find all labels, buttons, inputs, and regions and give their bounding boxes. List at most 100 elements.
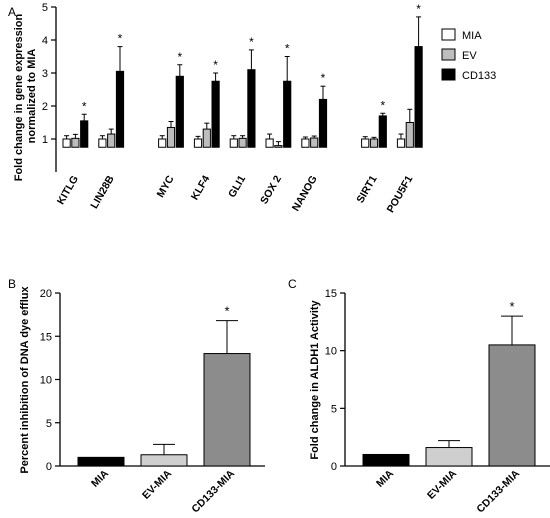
panel-a-bar (283, 80, 292, 148)
panel-a-significance-marker: * (82, 99, 87, 113)
panel-a-gene-expression-chart: A 1 2 3 4 5 Fold change in gene expression n… (8, 2, 496, 215)
panel-a-bar (175, 75, 184, 148)
panel-b-x-tick-labels: MIA EV-MIA CD133-MIA (89, 467, 237, 515)
panel-a-bar (98, 138, 107, 148)
panel-a-significance-marker: * (249, 35, 254, 49)
panel-a-significance-marker: * (285, 42, 290, 56)
panel-a-significance-marker: * (380, 98, 385, 112)
panel-b-bar (140, 454, 188, 467)
panel-b-y-tick-label: 15 (40, 331, 52, 343)
panel-a-bar (369, 138, 379, 148)
panel-a-y-tick-label: 4 (42, 35, 48, 47)
panel-a-bar (274, 145, 283, 148)
panel-a-legend-swatch (441, 68, 456, 81)
panel-a-x-tick-label: LIN28B (88, 173, 117, 211)
panel-a-x-tick-label: SOX 2 (258, 173, 284, 206)
panel-b-dna-dye-efflux-chart: B 0 5 10 15 20 Percent inhibition of DNA dye… (8, 277, 265, 515)
panel-c-y-tick-label: 10 (325, 346, 337, 358)
panel-a-bar (193, 138, 203, 148)
panel-a-x-tick-label: SIRT1 (354, 173, 379, 205)
panel-a-bars: * * * * * * * * * (62, 2, 423, 148)
panel-b-y-ticks: 0 5 10 15 20 (40, 288, 60, 473)
panel-a-x-tick-labels: KITLG LIN28B MYC KLF4 GLI1 SOX 2 NANOG SIRT1 POU… (55, 173, 416, 215)
panel-b-significance-marker: * (224, 304, 229, 319)
panel-c-y-tick-label: 0 (331, 461, 337, 473)
panel-b-bar (77, 456, 125, 467)
panel-a-bar (71, 137, 80, 148)
panel-b-x-tick-label: EV-MIA (140, 467, 174, 501)
panel-a-y-tick-label: 3 (42, 68, 48, 80)
panel-a-bar (318, 98, 328, 148)
panel-b-y-axis-label: Percent inhibition of DNA dye efflux (19, 286, 31, 474)
panel-b-bar (203, 353, 251, 467)
panel-b-y-tick-label: 5 (46, 418, 52, 430)
panel-a-y-ticks: 1 2 3 4 5 (42, 2, 56, 146)
panel-a-y-axis-label: Fold change in gene expression normalize… (13, 11, 38, 182)
panel-b-y-tick-label: 10 (40, 375, 52, 387)
panel-b-x-tick-label: MIA (89, 467, 111, 489)
panel-a-y-tick-label: 2 (42, 101, 48, 113)
panel-a-significance-marker: * (177, 50, 182, 64)
panel-c-x-tick-label: MIA (374, 467, 396, 489)
panel-a-significance-marker: * (416, 2, 421, 16)
panel-c-bar (488, 344, 536, 467)
panel-c-x-tick-label: CD133-MIA (474, 467, 522, 515)
panel-a-bar (202, 128, 211, 148)
panel-b-bars: * (77, 304, 251, 467)
panel-a-x-tick-label: MYC (155, 173, 177, 200)
panel-a-bar (238, 137, 247, 148)
panel-a-significance-marker: * (321, 71, 326, 85)
panel-a-legend: MIA EV CD133 (441, 28, 496, 82)
panel-a-legend-swatch (441, 48, 456, 61)
panel-a-bar (301, 138, 310, 148)
panel-a-y-tick-label: 5 (42, 2, 48, 14)
panel-a-legend-swatch (441, 28, 456, 41)
panel-a-bar (211, 80, 220, 148)
panel-c-y-ticks: 0 5 10 15 (325, 288, 345, 473)
panel-a-x-tick-label: KITLG (55, 174, 81, 207)
panel-a-x-tick-label: POU5F1 (385, 173, 416, 215)
panel-a-x-tick-label: KLF4 (189, 173, 213, 202)
panel-a-bar (80, 120, 89, 148)
panel-a-bar (158, 138, 167, 148)
panel-a-legend-label: MIA (462, 30, 482, 42)
panel-a-significance-marker: * (213, 58, 218, 72)
panel-a-y-axis-label-line-2: normalized to MIA (26, 49, 38, 144)
panel-a-legend-label: CD133 (462, 70, 496, 82)
panel-c-letter: C (288, 277, 297, 291)
panel-c-x-tick-labels: MIA EV-MIA CD133-MIA (374, 467, 522, 515)
panel-a-bar (265, 138, 274, 148)
panel-a-bar (229, 138, 238, 148)
panel-b-x-tick-label: CD133-MIA (189, 467, 237, 515)
panel-b-letter: B (8, 277, 16, 291)
panel-c-y-tick-label: 5 (331, 403, 337, 415)
panel-c-bars: * (362, 299, 536, 467)
panel-a-bar (62, 138, 71, 148)
panel-a-x-tick-label: NANOG (290, 174, 320, 214)
panel-a-significance-marker: * (118, 32, 123, 46)
panel-b-y-tick-label: 20 (40, 288, 52, 300)
panel-a-bar (115, 70, 125, 148)
panel-a-letter: A (8, 5, 16, 19)
panel-a-x-tick-label: GLI1 (226, 173, 248, 199)
panel-a-legend-label: EV (462, 50, 477, 62)
panel-c-y-axis-label: Fold change in ALDH1 Activity (309, 299, 321, 459)
panel-a-bar (396, 138, 406, 148)
panel-a-bar (361, 138, 370, 148)
panel-a-bar (107, 133, 116, 148)
panel-c-significance-marker: * (509, 299, 514, 314)
panel-a-bar (405, 122, 414, 148)
panel-a-bar (166, 126, 176, 148)
panel-a-bar (310, 137, 319, 148)
panel-b-y-tick-label: 0 (46, 461, 52, 473)
panel-a-y-tick-label: 1 (42, 134, 48, 146)
panel-c-bar (362, 453, 410, 467)
panel-c-bar (425, 447, 473, 467)
panel-c-aldh1-activity-chart: C 0 5 10 15 Fold change in ALDH1 Activity *… (288, 277, 550, 515)
panel-a-bar (414, 46, 423, 148)
panel-c-y-tick-label: 15 (325, 288, 337, 300)
panel-a-y-axis-label-line-1: Fold change in gene expression (13, 14, 25, 182)
panel-a-bar (247, 69, 256, 148)
panel-c-x-tick-label: EV-MIA (425, 467, 459, 501)
